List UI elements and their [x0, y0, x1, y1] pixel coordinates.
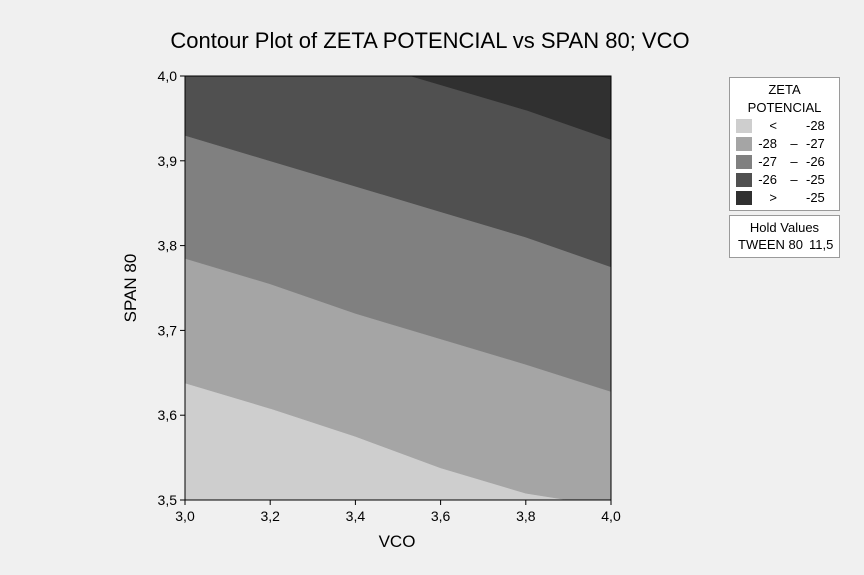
- legend-entry: -28– -27: [730, 135, 839, 153]
- hold-value-row: TWEEN 80 11,5: [730, 237, 839, 252]
- legend-separator: –: [790, 172, 798, 187]
- legend-lower: -28: [758, 136, 777, 151]
- legend-upper: -27: [806, 136, 825, 151]
- legend-swatch: [736, 173, 752, 187]
- hold-values-box: Hold Values TWEEN 80 11,5: [729, 215, 840, 258]
- x-tick-label: 3,6: [431, 508, 451, 524]
- x-tick-label: 3,0: [175, 508, 195, 524]
- legend-title-line-2: POTENCIAL: [747, 100, 822, 115]
- plot-area: [184, 75, 612, 501]
- chart-title: Contour Plot of ZETA POTENCIAL vs SPAN 8…: [170, 28, 689, 53]
- legend-title-line-1: ZETA: [768, 82, 801, 97]
- x-tick-label: 3,4: [346, 508, 366, 524]
- legend-entry: > -25: [730, 189, 839, 207]
- y-tick-label: 3,7: [158, 322, 178, 338]
- y-tick-label: 3,8: [158, 238, 178, 254]
- x-axis-label: VCO: [379, 532, 416, 551]
- legend-title: ZETA POTENCIAL: [730, 81, 839, 117]
- legend-swatch: [736, 137, 752, 151]
- hold-value-name: TWEEN 80: [738, 237, 804, 252]
- legend-entry: -26– -25: [730, 171, 839, 189]
- x-tick-label: 4,0: [601, 508, 621, 524]
- legend-lower: >: [769, 190, 777, 205]
- legend-upper: -25: [806, 172, 825, 187]
- x-axis: 3,0 3,2 3,4 3,6 3,8 4,0: [175, 500, 621, 524]
- legend-lower: -26: [758, 172, 777, 187]
- x-tick-label: 3,2: [260, 508, 280, 524]
- y-tick-label: 4,0: [158, 68, 178, 84]
- y-tick-label: 3,5: [158, 492, 178, 508]
- hold-value-value: 11,5: [809, 237, 834, 252]
- y-axis: 3,5 3,6 3,7 3,8 3,9 4,0: [158, 68, 185, 508]
- legend-entry: < -28: [730, 117, 839, 135]
- hold-values-title: Hold Values: [749, 220, 820, 235]
- legend-entry: -27– -26: [730, 153, 839, 171]
- legend-upper: -26: [806, 154, 825, 169]
- plot-frame: [184, 75, 612, 501]
- x-tick-label: 3,8: [516, 508, 536, 524]
- legend-lower: -27: [758, 154, 777, 169]
- legend-swatch: [736, 119, 752, 133]
- legend-swatch: [736, 191, 752, 205]
- y-tick-label: 3,9: [158, 153, 178, 169]
- legend-separator: –: [790, 154, 798, 169]
- legend-upper: -28: [806, 118, 825, 133]
- legend-upper: -25: [806, 190, 825, 205]
- y-tick-label: 3,6: [158, 407, 178, 423]
- legend-swatch: [736, 155, 752, 169]
- legend-lower: <: [769, 118, 777, 133]
- legend-separator: –: [790, 136, 798, 151]
- legend-entries: < -28 -28– -27 -27– -26 -26– -25 > -25: [730, 117, 839, 207]
- y-axis-label: SPAN 80: [121, 254, 140, 323]
- legend: ZETA POTENCIAL < -28 -28– -27 -27– -26 -26– -25…: [729, 77, 840, 211]
